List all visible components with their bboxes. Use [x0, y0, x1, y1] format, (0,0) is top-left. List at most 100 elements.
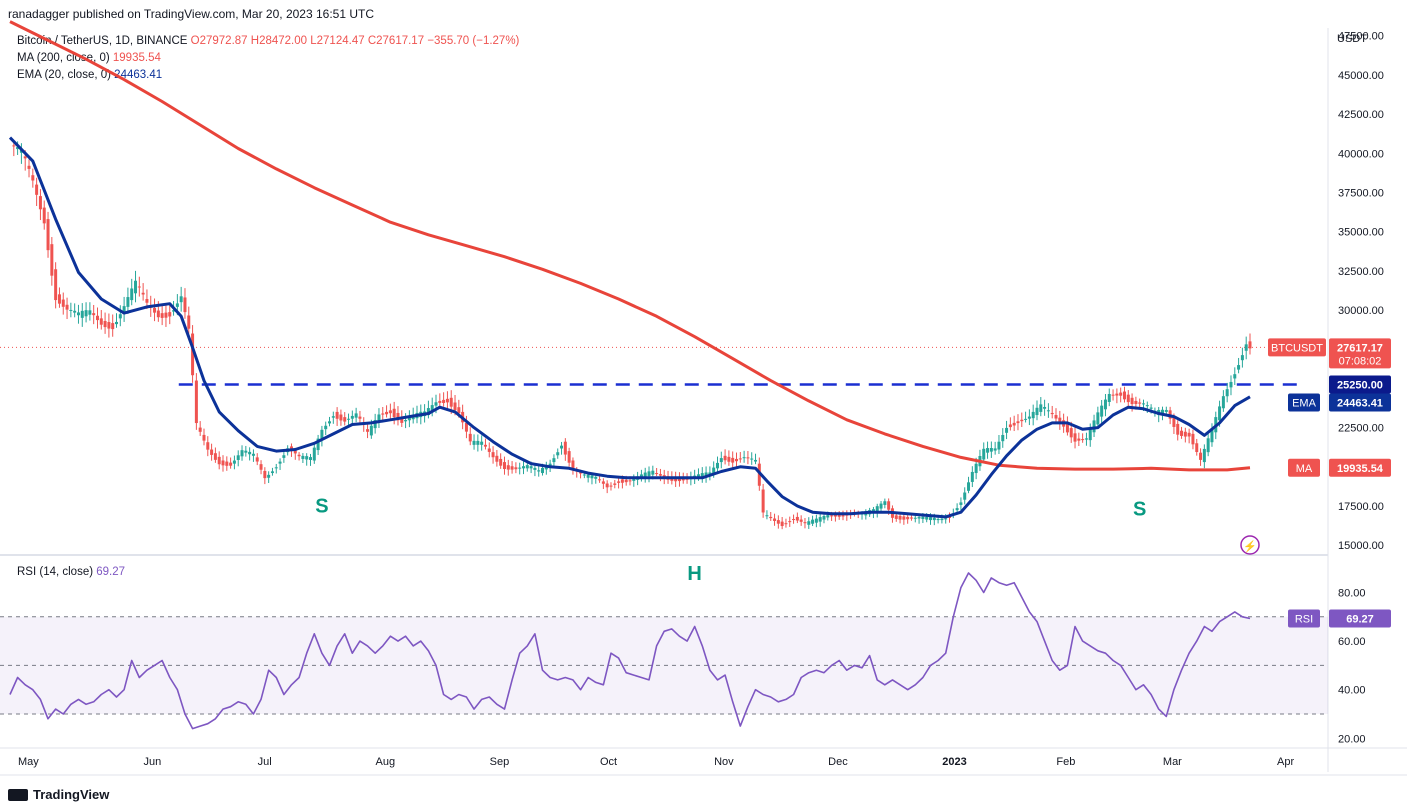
ma-badge-label-box [1288, 458, 1320, 477]
candle-body [567, 451, 571, 463]
candle-body [814, 518, 818, 523]
candle-body [715, 462, 719, 469]
ema-legend[interactable]: EMA (20, close, 0) 24463.41 [17, 69, 162, 81]
candle-body [1130, 397, 1134, 405]
candle-body [270, 471, 274, 474]
candle-body [898, 515, 902, 520]
candle-body [65, 304, 69, 310]
candle-body [407, 417, 411, 421]
candle-body [773, 518, 777, 521]
candle-body [1031, 411, 1035, 419]
currency-unit: USDT [1337, 33, 1367, 45]
candle-body [735, 458, 739, 462]
candle-body [99, 318, 103, 325]
candle-body [487, 448, 491, 452]
price-tick-label: 42500.00 [1338, 109, 1384, 121]
candle-body [12, 145, 16, 147]
candle-body [879, 503, 883, 509]
symbol-legend[interactable]: Bitcoin / TetherUS, 1D, BINANCE O27972.8… [17, 35, 519, 47]
candle-body [1012, 422, 1016, 426]
candle-body [111, 323, 115, 330]
candle-body [1240, 355, 1244, 361]
candle-body [727, 456, 731, 462]
candle-body [955, 508, 959, 511]
candle-body [1183, 431, 1187, 437]
candle-body [400, 417, 404, 423]
candle-body [115, 321, 119, 325]
last-price-symbol: BTCUSDT [1271, 342, 1323, 354]
candle-body [643, 472, 647, 478]
candle-body [1096, 412, 1100, 425]
candle-body [982, 448, 986, 460]
candle-body [95, 315, 99, 321]
price-tick-label: 17500.00 [1338, 501, 1384, 513]
candle-body [1050, 412, 1054, 415]
last-price-countdown: 07:08:02 [1339, 355, 1382, 367]
candle-body [445, 398, 449, 403]
candle-body [1065, 422, 1069, 433]
candle-body [1035, 407, 1039, 416]
candle-body [765, 515, 769, 517]
candle-body [811, 519, 815, 524]
candle-body [366, 429, 370, 432]
candle-body [506, 465, 510, 470]
candle-body [156, 310, 160, 318]
candle-body [738, 458, 742, 460]
candle-body [316, 438, 320, 451]
candle-body [590, 475, 594, 479]
candle-body [1134, 400, 1138, 404]
candle-body [198, 427, 202, 432]
candle-body [274, 467, 278, 469]
rsi-legend-value: 69.27 [96, 566, 126, 578]
ma-badge-label: MA [1296, 463, 1313, 475]
candle-body [1092, 420, 1096, 433]
candle-body [350, 415, 354, 419]
tradingview-footer[interactable]: TradingView [8, 787, 109, 802]
candle-body [175, 303, 179, 307]
candle-body [967, 482, 971, 491]
time-axis-label: Oct [600, 756, 617, 768]
candle-body [430, 405, 434, 411]
tradingview-brand: TradingView [33, 787, 110, 802]
candle-body [16, 147, 20, 150]
publisher-line: ranadagger published on TradingView.com,… [8, 7, 375, 21]
candle-body [331, 416, 335, 418]
price-tick-label: 37500.00 [1338, 187, 1384, 199]
candle-body [750, 458, 754, 460]
candle-body [731, 457, 735, 463]
time-axis-label: May [18, 756, 39, 768]
candle-body [552, 458, 556, 463]
price-tick-label: 47500.00 [1338, 31, 1384, 43]
candle-body [236, 455, 240, 460]
candle-body [244, 450, 248, 453]
candle-body [784, 523, 788, 525]
candle-body [308, 457, 312, 460]
candle-body [723, 455, 727, 461]
candle-body [491, 452, 495, 458]
candle-body [605, 483, 609, 488]
candle-body [1187, 432, 1191, 437]
candle-body [457, 407, 461, 414]
rsi-badge-value: 69.27 [1346, 614, 1374, 626]
candle-body [1218, 406, 1222, 421]
candle-body [38, 196, 42, 210]
rsi-legend[interactable]: RSI (14, close) 69.27 [17, 566, 125, 578]
candle-body [1111, 394, 1115, 396]
ema-badge-value: 24463.41 [1337, 398, 1383, 410]
candle-body [354, 413, 358, 418]
rsi-line [9, 572, 1251, 730]
candle-body [27, 165, 31, 169]
candle-body [392, 408, 396, 418]
candle-body [795, 516, 799, 521]
candle-body [742, 457, 746, 459]
candle-body [385, 411, 389, 415]
candle-body [293, 450, 297, 454]
candle-body [1248, 341, 1252, 349]
candle-body [997, 441, 1001, 450]
candle-body [297, 454, 301, 457]
candle-body [396, 412, 400, 421]
ema-label: EMA (20, close, 0) [17, 69, 111, 81]
candle-body [324, 425, 328, 430]
candle-body [122, 306, 126, 313]
